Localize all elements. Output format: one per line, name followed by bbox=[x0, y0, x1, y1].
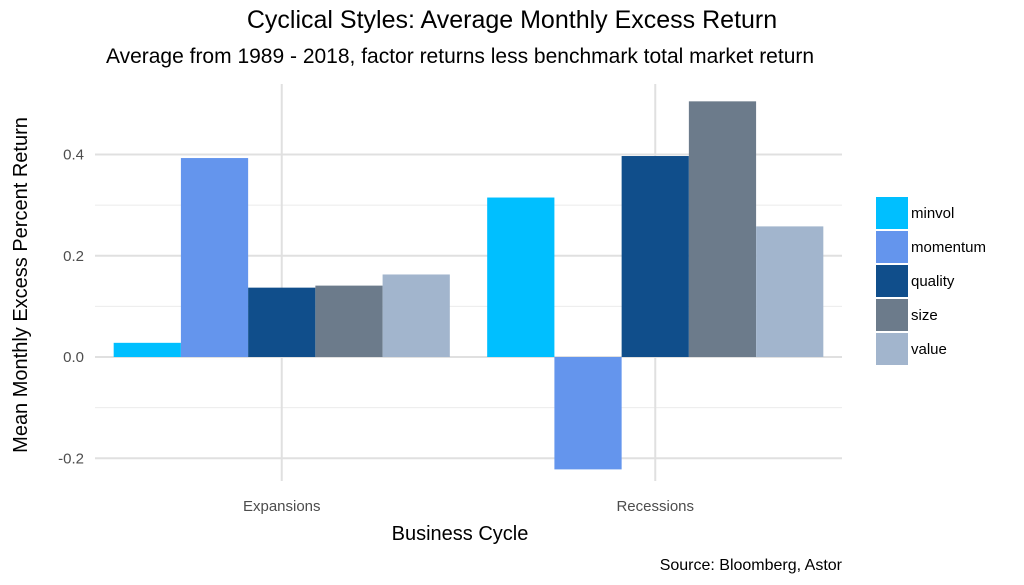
x-axis-title: Business Cycle bbox=[392, 523, 529, 545]
bar-minvol-recessions bbox=[487, 197, 555, 357]
bar-size-expansions bbox=[315, 285, 383, 357]
bar-quality-recessions bbox=[621, 156, 689, 357]
y-tick-label: 0.2 bbox=[63, 248, 84, 265]
legend: minvol momentum quality size value bbox=[876, 197, 986, 365]
legend-label-size: size bbox=[911, 307, 938, 324]
x-tick-label: Expansions bbox=[243, 498, 321, 515]
legend-label-value: value bbox=[911, 341, 947, 358]
bar-minvol-expansions bbox=[113, 342, 181, 357]
bar-size-recessions bbox=[688, 101, 757, 357]
bar-value-recessions bbox=[756, 226, 824, 357]
source-caption: Source: Bloomberg, Astor bbox=[660, 557, 843, 574]
x-tick-label: Recessions bbox=[616, 498, 694, 515]
legend-key-value bbox=[876, 333, 908, 365]
chart-title: Cyclical Styles: Average Monthly Excess … bbox=[246, 6, 778, 34]
legend-key-momentum bbox=[876, 231, 908, 263]
bar-value-expansions bbox=[382, 274, 450, 357]
bar-quality-expansions bbox=[248, 287, 316, 357]
bar-momentum-recessions bbox=[554, 357, 622, 470]
bars bbox=[113, 101, 824, 470]
y-tick-label: -0.2 bbox=[58, 450, 84, 467]
y-tick-label: 0.0 bbox=[63, 349, 84, 366]
legend-key-size bbox=[876, 299, 908, 331]
legend-label-minvol: minvol bbox=[911, 205, 954, 222]
legend-key-minvol bbox=[876, 197, 908, 229]
y-axis-title: Mean Monthly Excess Percent Return bbox=[10, 117, 32, 453]
y-tick-label: 0.4 bbox=[63, 147, 84, 164]
legend-key-quality bbox=[876, 265, 908, 297]
x-tick-labels: Expansions Recessions bbox=[243, 498, 694, 515]
bar-momentum-expansions bbox=[180, 158, 249, 357]
y-tick-labels: -0.2 0.0 0.2 0.4 bbox=[58, 147, 84, 468]
chart-subtitle: Average from 1989 - 2018, factor returns… bbox=[105, 45, 815, 68]
legend-label-momentum: momentum bbox=[911, 239, 986, 256]
legend-label-quality: quality bbox=[911, 273, 955, 290]
